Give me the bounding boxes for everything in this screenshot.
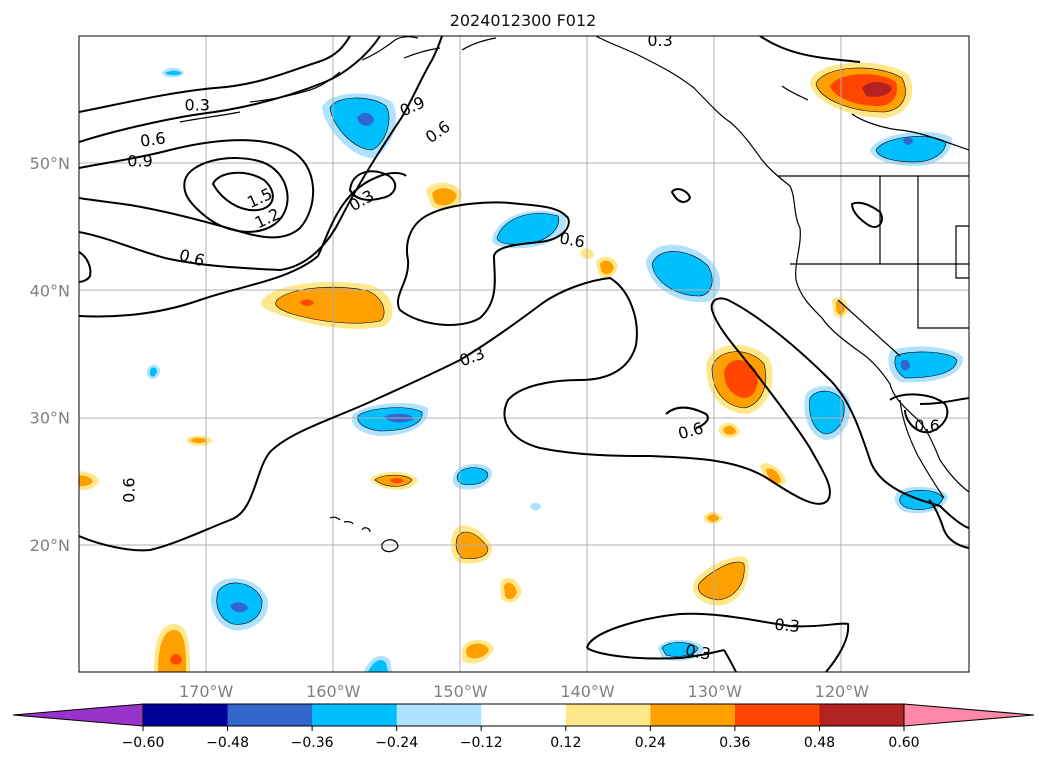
colorbar-segment bbox=[143, 704, 229, 726]
colorbar-frame bbox=[142, 703, 905, 727]
x-tick-label: 170°W bbox=[179, 682, 234, 701]
colorbar-segment bbox=[396, 704, 482, 726]
contour-label: 0.3 bbox=[774, 615, 801, 636]
contour-lines bbox=[79, 36, 969, 672]
x-tick-label: 140°W bbox=[560, 682, 615, 701]
gridlines bbox=[79, 36, 969, 672]
colorbar-tick-label: −0.12 bbox=[460, 735, 503, 751]
colorbar-segment bbox=[819, 704, 905, 726]
y-tick-label: 50°N bbox=[30, 154, 70, 173]
y-axis-ticks: 20°N 30°N 40°N 50°N bbox=[30, 154, 70, 555]
map-area: 0.30.60.91.51.20.60.90.60.30.60.30.60.60… bbox=[79, 31, 969, 672]
colorbar-segment bbox=[312, 704, 398, 726]
contour-label: 0.3 bbox=[684, 641, 712, 664]
colorbar-segment bbox=[650, 704, 736, 726]
y-tick-label: 30°N bbox=[30, 409, 70, 428]
x-tick-label: 160°W bbox=[306, 682, 361, 701]
colorbar-tick-label: −0.36 bbox=[291, 735, 334, 751]
colorbar-segment bbox=[227, 704, 313, 726]
colorbar-tick-label: −0.24 bbox=[375, 735, 418, 751]
x-tick-label: 130°W bbox=[688, 682, 743, 701]
colorbar-tick-label: 0.12 bbox=[550, 735, 581, 751]
contour-label: 0.6 bbox=[120, 477, 139, 502]
x-axis-ticks: 170°W 160°W 150°W 140°W 130°W 120°W bbox=[179, 682, 869, 701]
map-frame bbox=[78, 35, 970, 673]
x-tick-label: 150°W bbox=[433, 682, 488, 701]
colorbar-tick-label: 0.60 bbox=[888, 735, 919, 751]
colorbar: −0.60 −0.48 −0.36 −0.24 −0.12 0.12 0.24 0.36 0.4… bbox=[12, 703, 1035, 751]
contour-label: 0.3 bbox=[185, 96, 210, 115]
colorbar-extend-low bbox=[12, 703, 144, 727]
colorbar-tick-label: −0.60 bbox=[122, 735, 165, 751]
colorbar-tick-label: 0.36 bbox=[719, 735, 750, 751]
colorbar-segment bbox=[734, 704, 820, 726]
y-tick-label: 20°N bbox=[30, 536, 70, 555]
contour-label: 0.6 bbox=[914, 416, 939, 435]
y-tick-label: 40°N bbox=[30, 281, 70, 300]
x-tick-label: 120°W bbox=[815, 682, 870, 701]
colorbar-tick-label: −0.48 bbox=[206, 735, 249, 751]
coastlines bbox=[179, 36, 969, 553]
shaded-anomalies bbox=[79, 62, 963, 672]
colorbar-segment bbox=[481, 704, 567, 726]
contour-label: 0.6 bbox=[558, 228, 586, 251]
shaded-outlines bbox=[216, 67, 958, 657]
colorbar-tick-label: 0.24 bbox=[635, 735, 666, 751]
contour-label: 0.6 bbox=[139, 128, 167, 150]
colorbar-segment bbox=[565, 704, 651, 726]
contour-label: 0.3 bbox=[647, 31, 672, 50]
colorbar-extend-high bbox=[903, 703, 1035, 727]
contour-label: 0.9 bbox=[127, 152, 152, 171]
colorbar-tick-label: 0.48 bbox=[804, 735, 835, 751]
chart-title: 2024012300 F012 bbox=[450, 11, 597, 30]
